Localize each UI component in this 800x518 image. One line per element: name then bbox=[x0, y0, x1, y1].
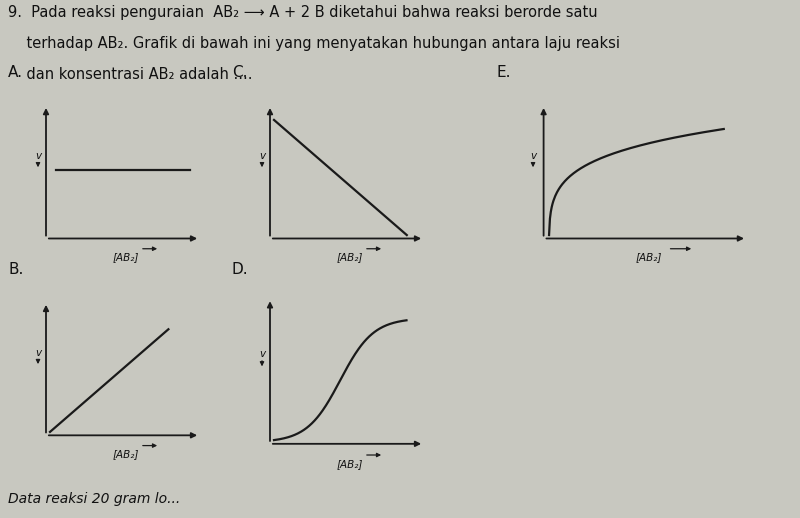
Text: E.: E. bbox=[496, 65, 510, 80]
Text: C.: C. bbox=[232, 65, 247, 80]
Text: v: v bbox=[35, 348, 41, 358]
Text: [AB₂]: [AB₂] bbox=[113, 449, 139, 459]
Text: D.: D. bbox=[232, 262, 249, 277]
Text: dan konsentrasi AB₂ adalah ....: dan konsentrasi AB₂ adalah .... bbox=[8, 67, 253, 82]
Text: [AB₂]: [AB₂] bbox=[113, 252, 139, 262]
Text: terhadap AB₂. Grafik di bawah ini yang menyatakan hubungan antara laju reaksi: terhadap AB₂. Grafik di bawah ini yang m… bbox=[8, 36, 620, 51]
Text: 9.  Pada reaksi penguraian  AB₂ ⟶ A + 2 B diketahui bahwa reaksi berorde satu: 9. Pada reaksi penguraian AB₂ ⟶ A + 2 B … bbox=[8, 5, 598, 20]
Text: v: v bbox=[35, 151, 41, 162]
Text: Data reaksi 20 gram lo...: Data reaksi 20 gram lo... bbox=[8, 492, 180, 506]
Text: v: v bbox=[259, 151, 265, 162]
Text: v: v bbox=[530, 151, 536, 162]
Text: [AB₂]: [AB₂] bbox=[337, 252, 363, 262]
Text: v: v bbox=[259, 349, 265, 359]
Text: [AB₂]: [AB₂] bbox=[337, 459, 363, 469]
Text: A.: A. bbox=[8, 65, 23, 80]
Text: [AB₂]: [AB₂] bbox=[636, 252, 662, 262]
Text: B.: B. bbox=[8, 262, 23, 277]
